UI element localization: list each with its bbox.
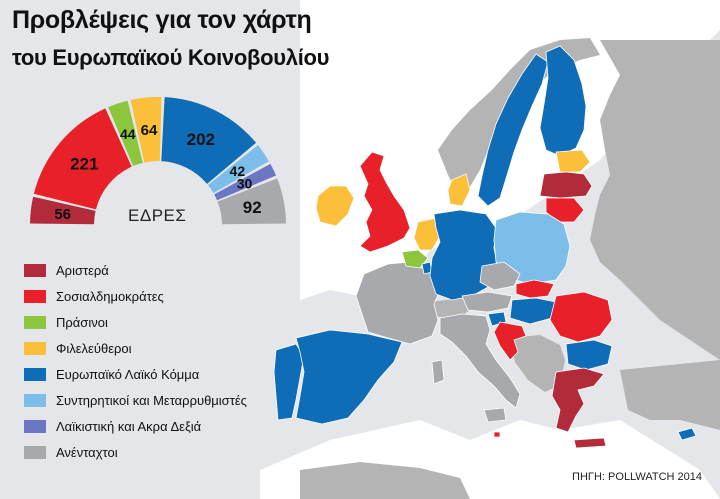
country-belgium	[401, 249, 429, 269]
country-austria	[461, 291, 513, 313]
country-bulgaria	[565, 339, 613, 371]
country-finland	[539, 45, 587, 157]
seat-segment-ni	[217, 178, 286, 225]
non-eu-land	[510, 335, 565, 392]
seat-segment-liberals	[130, 97, 162, 163]
seat-count-epp: 202	[187, 130, 215, 149]
seat-segment-ecr	[208, 145, 269, 194]
country-greece	[551, 367, 605, 433]
seat-segment-greens	[108, 100, 143, 167]
source-note: ΠΗΓΗ: POLLWATCH 2014	[572, 471, 702, 483]
country-united-kingdom	[359, 151, 411, 253]
country-cyprus	[677, 427, 697, 441]
seats-label: ΕΔΡΕΣ	[128, 206, 187, 225]
country-spain	[295, 329, 403, 425]
legend-item: Συντηρητικοί και Μεταρρυθμιστές	[24, 387, 247, 413]
seat-count-left: 56	[54, 206, 71, 223]
country-greece-crete	[573, 437, 607, 449]
non-eu-land	[300, 462, 470, 499]
legend-swatch	[24, 393, 46, 407]
seat-count-liberals: 64	[141, 122, 158, 139]
legend-item: Ανένταχτοι	[24, 439, 247, 465]
country-slovakia	[515, 279, 555, 299]
country-czech-republic	[479, 261, 521, 291]
legend-swatch	[24, 367, 46, 381]
legend-item: Αριστερά	[24, 257, 247, 283]
seat-count-ecr: 42	[230, 163, 246, 179]
seat-segment-efd	[214, 163, 277, 201]
legend-swatch	[24, 289, 46, 303]
legend-label: Συντηρητικοί και Μεταρρυθμιστές	[56, 392, 247, 408]
country-france	[355, 261, 441, 345]
seat-segment-sd	[33, 108, 132, 210]
legend-item: Λαϊκιστική και Ακρα Δεξιά	[24, 413, 247, 439]
legend-item: Σοσιαλδημοκράτες	[24, 283, 247, 309]
legend-swatch	[24, 263, 46, 277]
seat-count-greens: 44	[120, 126, 136, 142]
country-ireland	[315, 185, 355, 227]
legend-item: Πράσινοι	[24, 309, 247, 335]
legend-item: Ευρωπαϊκό Λαϊκό Κόμμα	[24, 361, 247, 387]
seat-count-ni: 92	[243, 198, 262, 217]
non-eu-land	[590, 40, 720, 360]
legend: Αριστερά Σοσιαλδημοκράτες Πράσινοι Φιλελεύθ…	[24, 257, 247, 465]
country-malta	[493, 431, 501, 438]
seat-segment-left	[30, 196, 96, 225]
country-romania	[549, 291, 613, 343]
country-latvia	[539, 171, 593, 199]
non-eu-land	[438, 38, 600, 190]
legend-swatch	[24, 445, 46, 459]
legend-label: Αριστερά	[56, 262, 109, 278]
country-estonia	[555, 149, 591, 173]
legend-label: Ευρωπαϊκό Λαϊκό Κόμμα	[56, 366, 200, 382]
country-croatia	[493, 321, 527, 361]
seat-count-efd: 30	[237, 175, 253, 191]
country-italy-sardinia	[431, 359, 445, 385]
chart-title: Προβλέψεις για τον χάρτη	[12, 6, 312, 34]
country-sweden	[477, 53, 549, 207]
country-lithuania	[545, 197, 585, 223]
legend-label: Σοσιαλδημοκράτες	[56, 288, 164, 304]
country-denmark	[447, 173, 471, 207]
non-eu-land	[620, 360, 720, 430]
legend-label: Πράσινοι	[56, 314, 108, 330]
legend-label: Ανένταχτοι	[56, 444, 118, 460]
country-hungary	[509, 297, 557, 325]
chart-subtitle: του Ευρωπαϊκού Κοινοβουλίου	[12, 45, 330, 70]
country-italy	[439, 313, 521, 409]
legend-label: Λαϊκιστική και Ακρα Δεξιά	[56, 418, 202, 434]
legend-swatch	[24, 341, 46, 355]
legend-label: Φιλελεύθεροι	[56, 340, 132, 356]
legend-swatch	[24, 315, 46, 329]
legend-item: Φιλελεύθεροι	[24, 335, 247, 361]
legend-swatch	[24, 419, 46, 433]
country-italy-sicily	[483, 407, 507, 423]
seat-count-sd: 221	[70, 155, 98, 174]
country-poland	[493, 211, 571, 285]
seat-segment-epp	[161, 97, 257, 184]
